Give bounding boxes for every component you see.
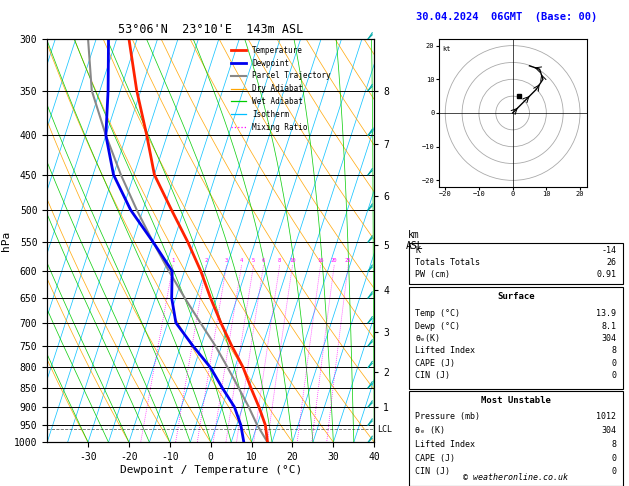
Text: 16: 16 bbox=[317, 259, 324, 263]
Text: LCL: LCL bbox=[377, 425, 392, 434]
Text: 0.91: 0.91 bbox=[596, 270, 616, 279]
Y-axis label: km
ASL: km ASL bbox=[405, 230, 423, 251]
Text: θₑ (K): θₑ (K) bbox=[415, 426, 445, 435]
Legend: Temperature, Dewpoint, Parcel Trajectory, Dry Adiabat, Wet Adiabat, Isotherm, Mi: Temperature, Dewpoint, Parcel Trajectory… bbox=[228, 43, 334, 135]
Text: 0: 0 bbox=[611, 371, 616, 380]
Text: 8: 8 bbox=[611, 347, 616, 355]
Text: θₑ(K): θₑ(K) bbox=[415, 334, 440, 343]
Y-axis label: hPa: hPa bbox=[1, 230, 11, 251]
Text: 304: 304 bbox=[601, 334, 616, 343]
Text: Dewp (°C): Dewp (°C) bbox=[415, 322, 460, 330]
Text: 8: 8 bbox=[278, 259, 281, 263]
Text: 20: 20 bbox=[331, 259, 337, 263]
Text: 8: 8 bbox=[611, 440, 616, 449]
Text: Surface: Surface bbox=[497, 292, 535, 301]
Text: Totals Totals: Totals Totals bbox=[415, 258, 481, 267]
Text: Temp (°C): Temp (°C) bbox=[415, 309, 460, 318]
Text: Lifted Index: Lifted Index bbox=[415, 347, 476, 355]
Text: 4: 4 bbox=[240, 259, 243, 263]
Text: 10: 10 bbox=[289, 259, 296, 263]
Text: 0: 0 bbox=[611, 359, 616, 368]
Text: -14: -14 bbox=[601, 246, 616, 255]
Text: 5: 5 bbox=[252, 259, 255, 263]
Text: 0: 0 bbox=[611, 453, 616, 463]
Text: 2: 2 bbox=[204, 259, 208, 263]
Text: 30.04.2024  06GMT  (Base: 00): 30.04.2024 06GMT (Base: 00) bbox=[416, 13, 597, 22]
Text: Lifted Index: Lifted Index bbox=[415, 440, 476, 449]
Text: 26: 26 bbox=[606, 258, 616, 267]
Text: CAPE (J): CAPE (J) bbox=[415, 453, 455, 463]
Text: 6: 6 bbox=[262, 259, 265, 263]
Text: PW (cm): PW (cm) bbox=[415, 270, 450, 279]
Text: K: K bbox=[415, 246, 420, 255]
Title: 53°06'N  23°10'E  143m ASL: 53°06'N 23°10'E 143m ASL bbox=[118, 23, 303, 36]
Text: kt: kt bbox=[442, 46, 450, 52]
Text: CAPE (J): CAPE (J) bbox=[415, 359, 455, 368]
Text: 3: 3 bbox=[225, 259, 228, 263]
Text: 304: 304 bbox=[601, 426, 616, 435]
Text: 0: 0 bbox=[611, 468, 616, 476]
Text: Most Unstable: Most Unstable bbox=[481, 396, 551, 405]
Text: 1012: 1012 bbox=[596, 412, 616, 421]
Text: 13.9: 13.9 bbox=[596, 309, 616, 318]
Text: 8.1: 8.1 bbox=[601, 322, 616, 330]
Text: CIN (J): CIN (J) bbox=[415, 468, 450, 476]
Text: 25: 25 bbox=[345, 259, 352, 263]
Text: Pressure (mb): Pressure (mb) bbox=[415, 412, 481, 421]
Text: CIN (J): CIN (J) bbox=[415, 371, 450, 380]
Text: 1: 1 bbox=[171, 259, 175, 263]
Text: © weatheronline.co.uk: © weatheronline.co.uk bbox=[464, 473, 568, 482]
X-axis label: Dewpoint / Temperature (°C): Dewpoint / Temperature (°C) bbox=[120, 465, 302, 475]
